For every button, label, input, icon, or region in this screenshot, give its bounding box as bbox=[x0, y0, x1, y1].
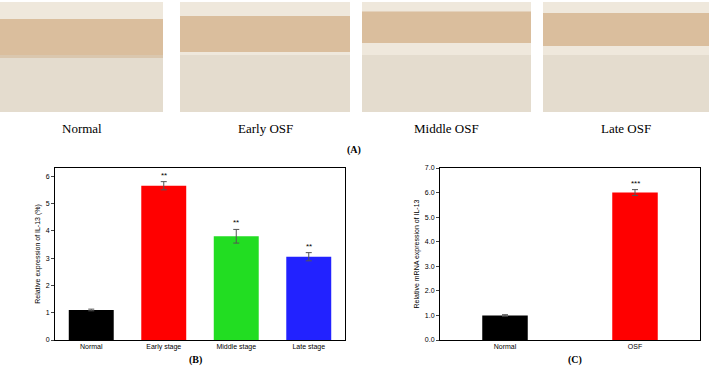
svg-text:Relative mRNA expression of IL: Relative mRNA expression of IL-13 bbox=[413, 199, 421, 308]
svg-text:***: *** bbox=[631, 179, 640, 188]
svg-text:3: 3 bbox=[46, 255, 50, 262]
svg-text:5.0: 5.0 bbox=[425, 214, 435, 221]
svg-text:1: 1 bbox=[46, 309, 50, 316]
svg-text:(C): (C) bbox=[568, 354, 582, 366]
svg-text:Late OSF: Late OSF bbox=[601, 121, 651, 136]
svg-text:Normal: Normal bbox=[80, 343, 103, 350]
svg-text:5: 5 bbox=[46, 200, 50, 207]
svg-text:6.0: 6.0 bbox=[425, 189, 435, 196]
svg-text:**: ** bbox=[233, 218, 239, 227]
svg-text:(A): (A) bbox=[347, 144, 361, 156]
svg-text:Middle OSF: Middle OSF bbox=[414, 121, 479, 136]
svg-text:Relative expression of IL-13 (: Relative expression of IL-13 (%) bbox=[34, 204, 42, 304]
svg-text:Middle stage: Middle stage bbox=[216, 343, 256, 351]
svg-text:4.0: 4.0 bbox=[425, 238, 435, 245]
svg-text:OSF: OSF bbox=[628, 343, 642, 350]
svg-text:2.0: 2.0 bbox=[425, 287, 435, 294]
svg-text:Late stage: Late stage bbox=[292, 343, 325, 351]
svg-text:6: 6 bbox=[46, 173, 50, 180]
svg-text:**: ** bbox=[161, 171, 167, 180]
svg-text:1.0: 1.0 bbox=[425, 312, 435, 319]
svg-text:(B): (B) bbox=[189, 354, 202, 366]
svg-text:4: 4 bbox=[46, 227, 50, 234]
svg-text:Early OSF: Early OSF bbox=[238, 121, 293, 136]
svg-text:Early stage: Early stage bbox=[146, 343, 181, 351]
svg-text:3.0: 3.0 bbox=[425, 263, 435, 270]
svg-text:2: 2 bbox=[46, 282, 50, 289]
svg-text:**: ** bbox=[306, 242, 312, 251]
svg-text:Normal: Normal bbox=[62, 121, 102, 136]
svg-text:0.0: 0.0 bbox=[425, 336, 435, 343]
svg-text:7.0: 7.0 bbox=[425, 164, 435, 171]
svg-text:Normal: Normal bbox=[494, 343, 517, 350]
svg-text:0: 0 bbox=[46, 336, 50, 343]
